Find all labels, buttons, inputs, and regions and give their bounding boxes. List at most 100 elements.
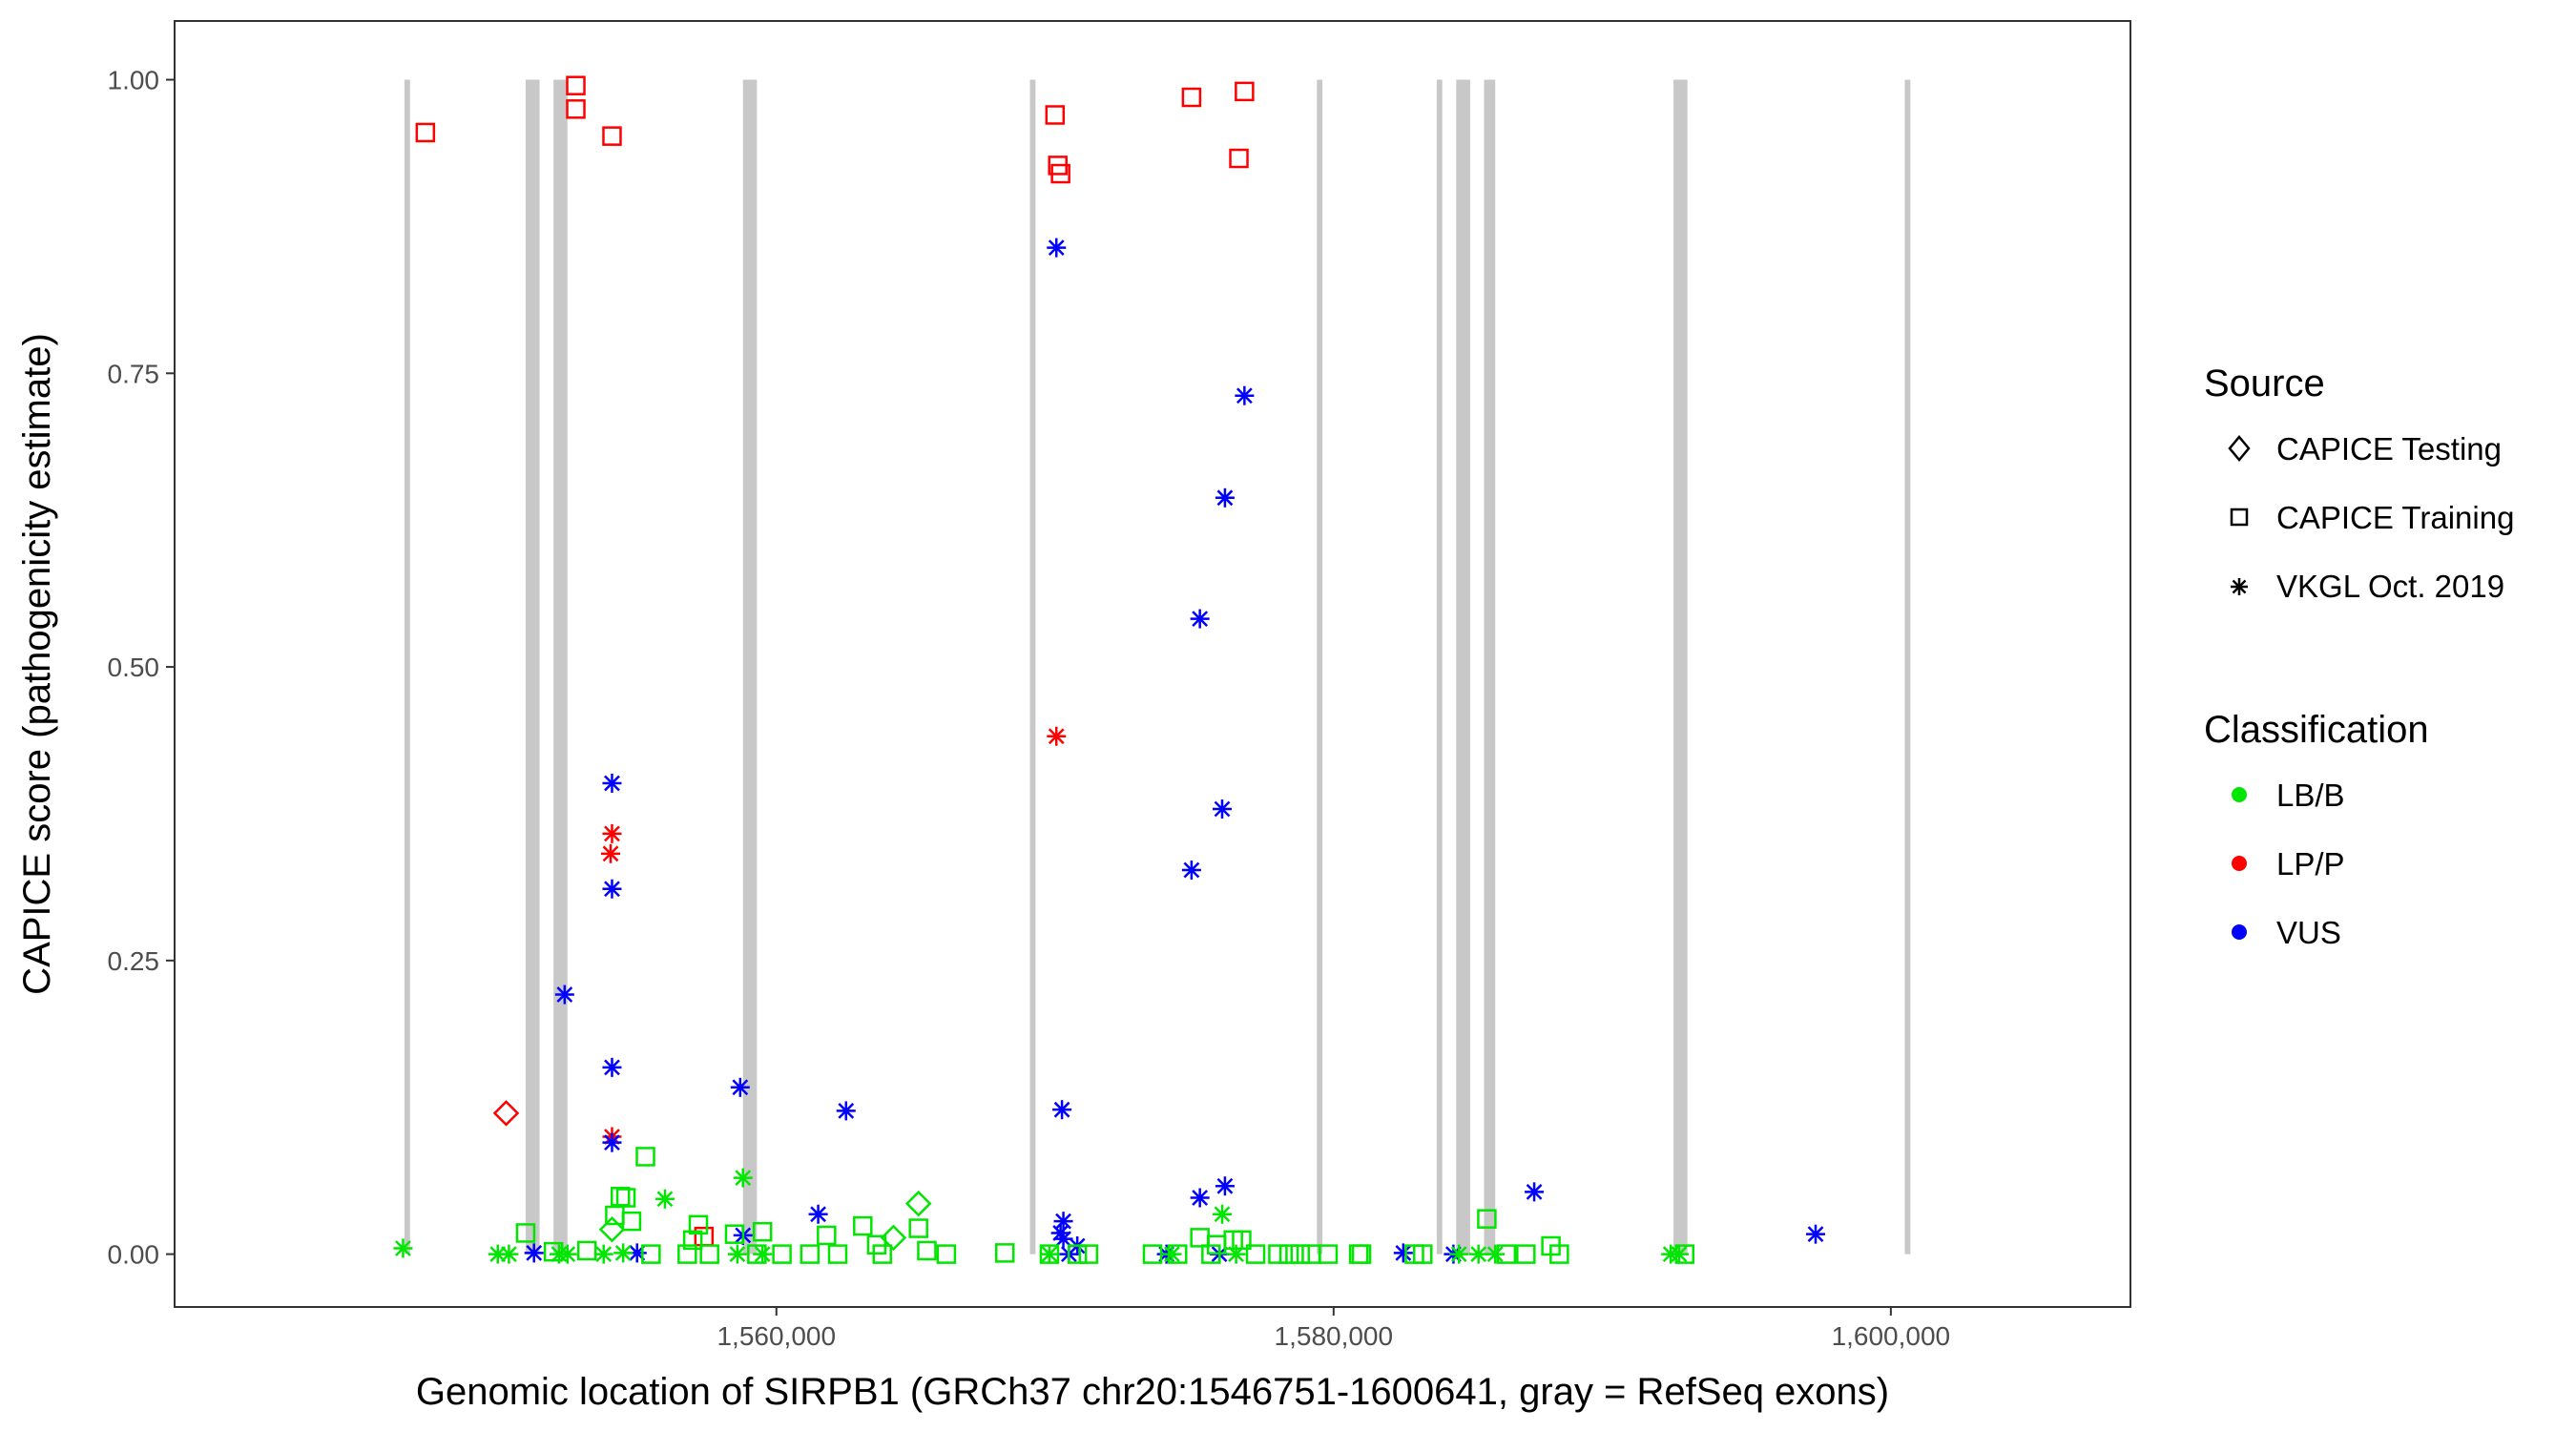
x-tick-label: 1,600,000 <box>1832 1321 1951 1351</box>
data-point-square <box>1278 1244 1299 1264</box>
data-point-asterisk <box>524 1243 544 1263</box>
legend-item-lbb: LB/B <box>2232 778 2345 813</box>
data-point-asterisk <box>1806 1224 1826 1244</box>
data-point-asterisk <box>808 1204 828 1224</box>
data-point-diamond <box>904 1190 932 1217</box>
exon-band <box>525 79 540 1255</box>
legend-item-capice-training: CAPICE Training <box>2230 500 2514 535</box>
legend-label: LB/B <box>2276 778 2345 813</box>
data-point-asterisk <box>733 1168 753 1188</box>
data-point-square <box>1232 1230 1252 1251</box>
data-point-square <box>827 1244 848 1264</box>
x-tick-label: 1,560,000 <box>717 1321 836 1351</box>
data-point-square <box>1078 1244 1099 1264</box>
data-point-square <box>1301 1244 1321 1264</box>
data-point-square <box>576 1240 597 1261</box>
data-point-asterisk <box>1235 385 1255 405</box>
data-point-square <box>747 1244 767 1264</box>
data-point-square <box>800 1244 821 1264</box>
legend-item-vkgl: VKGL Oct. 2019 <box>2231 569 2504 604</box>
data-point-asterisk <box>1181 861 1201 881</box>
data-point-asterisk <box>1215 487 1235 508</box>
data-point-square <box>872 1244 892 1264</box>
data-point-asterisk <box>730 1077 750 1097</box>
dot-icon <box>2232 787 2247 802</box>
data-point-square <box>602 126 622 146</box>
y-axis-title: CAPICE score (pathogenicity estimate) <box>16 333 58 995</box>
legend-item-capice-testing: CAPICE Testing <box>2228 431 2502 467</box>
data-point-asterisk <box>1039 1244 1059 1264</box>
data-point-square <box>724 1224 745 1244</box>
data-point-square <box>621 1211 642 1232</box>
data-point-asterisk <box>727 1244 747 1264</box>
data-point-square <box>615 1188 636 1208</box>
data-point-asterisk <box>1047 238 1067 258</box>
exon-band <box>404 79 410 1255</box>
diamond-icon <box>2228 435 2251 462</box>
y-tick-label: 0.75 <box>108 359 160 388</box>
plot-panel-border <box>174 20 2131 1308</box>
exon-band <box>553 79 568 1255</box>
y-tick-label: 0.50 <box>108 653 160 682</box>
legend: Source CAPICE Testing CAPICE Training VK… <box>2204 363 2514 950</box>
data-point-asterisk <box>1190 1188 1210 1208</box>
exon-band <box>742 79 758 1255</box>
data-point-square <box>1351 1244 1372 1264</box>
exon-band <box>1904 79 1911 1255</box>
y-tick-label: 1.00 <box>108 66 160 95</box>
data-point-diamond <box>880 1224 907 1252</box>
exon-band <box>1456 79 1470 1255</box>
legend-label: CAPICE Testing <box>2276 431 2502 467</box>
data-point-asterisk <box>836 1101 856 1121</box>
dot-icon <box>2232 856 2247 871</box>
y-tick-label: 0.25 <box>108 946 160 976</box>
square-icon <box>2230 508 2249 527</box>
exon-band <box>1436 79 1443 1255</box>
data-point-square <box>543 1241 564 1262</box>
data-point-square <box>1268 1244 1288 1264</box>
data-point-square <box>1045 105 1066 125</box>
data-point-square <box>1050 163 1070 184</box>
data-point-square <box>1235 81 1255 102</box>
x-tick-label: 1,580,000 <box>1275 1321 1394 1351</box>
data-point-asterisk <box>1053 1212 1073 1232</box>
legend-item-vus: VUS <box>2232 915 2341 950</box>
y-axis: 0.00 0.25 0.50 0.75 1.00 <box>108 66 175 1270</box>
exon-bands <box>404 79 1911 1255</box>
data-point-asterisk <box>1393 1243 1413 1263</box>
x-axis-title: Genomic location of SIRPB1 (GRCh37 chr20… <box>416 1371 1889 1413</box>
data-point-asterisk <box>602 879 622 899</box>
legend-label: VUS <box>2276 915 2341 950</box>
data-point-square <box>688 1214 709 1235</box>
data-point-square <box>936 1244 957 1264</box>
legend-label: CAPICE Training <box>2276 500 2514 535</box>
exon-band <box>1029 79 1036 1255</box>
exon-band <box>1484 79 1496 1255</box>
data-point-asterisk <box>1449 1244 1469 1264</box>
x-axis: 1,560,000 1,580,000 1,600,000 <box>717 1307 1950 1351</box>
data-point-square <box>772 1244 792 1264</box>
data-point-square <box>1190 1228 1210 1248</box>
data-point-asterisk <box>1053 1229 1073 1249</box>
data-point-square <box>1549 1244 1569 1264</box>
data-point-square <box>1142 1244 1163 1264</box>
data-point-square <box>699 1244 719 1264</box>
legend-item-lpp: LP/P <box>2232 846 2345 881</box>
data-point-asterisk <box>654 1189 675 1209</box>
data-point-asterisk <box>1485 1244 1506 1264</box>
data-point-square <box>515 1223 536 1243</box>
data-point-asterisk <box>1162 1244 1182 1264</box>
data-point-square <box>917 1240 937 1261</box>
data-point-square <box>752 1221 773 1242</box>
data-point-square <box>1181 87 1202 108</box>
data-point-asterisk <box>1669 1244 1689 1264</box>
data-point-square <box>853 1215 873 1236</box>
data-point-asterisk <box>1052 1100 1072 1120</box>
data-point-square <box>1245 1244 1266 1264</box>
data-point-square <box>610 1187 631 1207</box>
exon-band <box>1317 79 1323 1255</box>
data-point-asterisk <box>1215 1176 1235 1196</box>
data-point-asterisk <box>601 843 621 863</box>
y-tick-label: 0.00 <box>108 1240 160 1270</box>
